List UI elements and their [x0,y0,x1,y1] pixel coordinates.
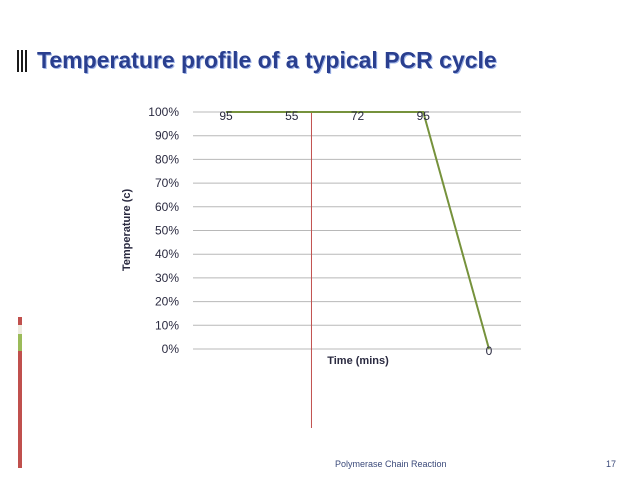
y-tick-label: 100% [148,105,179,119]
data-point-label: 95 [417,109,431,123]
y-tick-label: 40% [155,247,179,261]
footer-text: Polymerase Chain Reaction [335,459,447,469]
data-point-label: 95 [219,109,233,123]
data-point-label: 72 [351,109,365,123]
y-tick-label: 60% [155,200,179,214]
title-marker [17,50,27,72]
accent-bar-red-small [18,317,22,325]
y-tick-label: 20% [155,295,179,309]
x-axis-label: Time (mins) [327,355,389,367]
data-point-label: 55 [285,109,299,123]
y-axis-label: Temperature (c) [121,189,133,272]
page-number: 17 [606,459,617,469]
series-line [226,111,490,350]
y-tick-label: 30% [155,271,179,285]
data-point-label: 0 [486,344,493,358]
accent-bar-cream [18,325,22,334]
y-tick-label: 70% [155,176,179,190]
page-title: Temperature profile of a typical PCR cyc… [37,47,497,73]
y-tick-label: 90% [155,129,179,143]
y-tick-label: 10% [155,318,179,332]
y-tick-label: 80% [155,152,179,166]
y-tick-label: 0% [162,342,180,356]
accent-bar-green [18,334,22,351]
y-tick-label: 50% [155,224,179,238]
accent-bar-red-long [18,351,22,468]
